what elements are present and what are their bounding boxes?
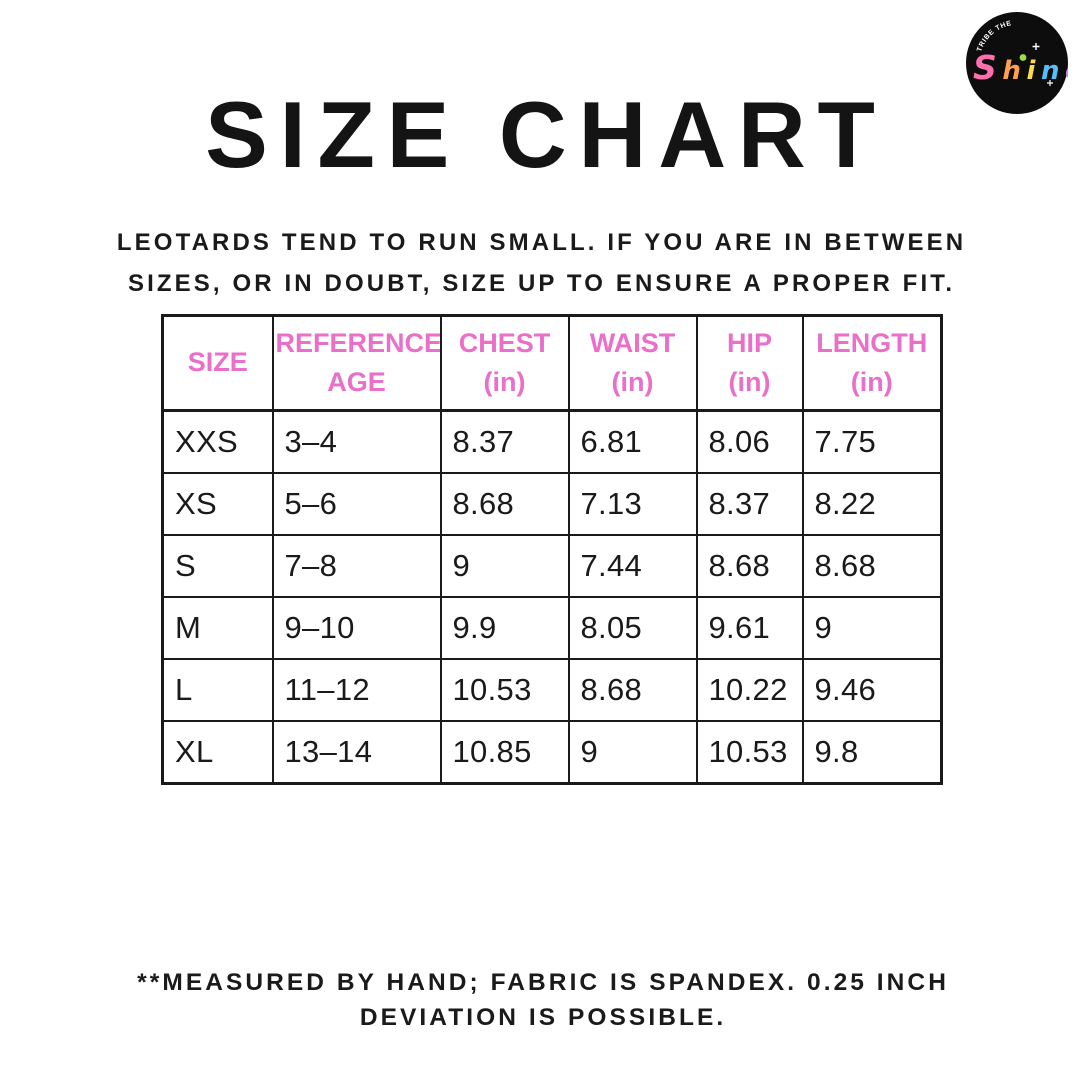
table-row: L 11–12 10.53 8.68 10.22 9.46 <box>161 658 943 722</box>
size-chart-table: SIZE REFERENCE AGE CHEST (in) WAIST (in)… <box>161 314 943 785</box>
page-title: SIZE CHART <box>205 82 887 187</box>
size-chart: SIZE REFERENCE AGE CHEST (in) WAIST (in)… <box>161 314 943 785</box>
header-row: SIZE REFERENCE AGE CHEST (in) WAIST (in)… <box>161 314 943 412</box>
cell-chest: 8.37 <box>439 409 570 474</box>
footnote-line-2: DEVIATION IS POSSIBLE. <box>359 1003 727 1031</box>
subtitle-line-2: SIZES, OR IN DOUBT, SIZE UP TO ENSURE A … <box>127 270 956 298</box>
cell-chest: 8.68 <box>439 472 570 536</box>
cell-waist: 7.44 <box>567 534 698 598</box>
logo-circle <box>966 12 1068 114</box>
cell-size: S <box>161 534 274 598</box>
cell-size: M <box>161 596 274 660</box>
i-dot <box>1019 54 1027 61</box>
cell-hip: 8.37 <box>695 472 804 536</box>
cell-hip: 10.53 <box>695 720 804 785</box>
cell-hip: 9.61 <box>695 596 804 660</box>
cell-hip: 8.06 <box>695 409 804 474</box>
cell-age: 13–14 <box>271 720 442 785</box>
cell-length: 9.8 <box>801 720 943 785</box>
header-length: LENGTH (in) <box>801 314 943 412</box>
cell-size: XL <box>161 720 274 785</box>
cell-age: 3–4 <box>271 409 442 474</box>
subtitle-line-1: LEOTARDS TEND TO RUN SMALL. IF YOU ARE I… <box>116 229 967 256</box>
header-reference-age: REFERENCE AGE <box>271 314 442 412</box>
header-chest: CHEST (in) <box>439 314 570 412</box>
cell-waist: 9 <box>567 720 698 785</box>
cell-chest: 9.9 <box>439 596 570 660</box>
cell-hip: 10.22 <box>695 658 804 722</box>
cell-length: 9.46 <box>801 658 943 722</box>
subtitle: LEOTARDS TEND TO RUN SMALL. IF YOU ARE I… <box>0 222 1080 305</box>
cell-size: L <box>161 658 274 722</box>
cell-hip: 8.68 <box>695 534 804 598</box>
cell-chest: 9 <box>439 534 570 598</box>
cell-age: 7–8 <box>271 534 442 598</box>
cell-chest: 10.85 <box>439 720 570 785</box>
header-waist: WAIST (in) <box>567 314 698 412</box>
cell-length: 9 <box>801 596 943 660</box>
sparkle-icon <box>1047 80 1053 86</box>
sparkle-icon <box>1032 43 1040 50</box>
cell-length: 7.75 <box>801 409 943 474</box>
table-row: XXS 3–4 8.37 6.81 8.06 7.75 <box>161 409 943 474</box>
cell-age: 5–6 <box>271 472 442 536</box>
table-row: XL 13–14 10.85 9 10.53 9.8 <box>161 720 943 785</box>
footnote: **MEASURED BY HAND; FABRIC IS SPANDEX. 0… <box>0 966 1080 1036</box>
cell-size: XXS <box>161 409 274 474</box>
cell-waist: 8.68 <box>567 658 698 722</box>
cell-length: 8.22 <box>801 472 943 536</box>
table-row: S 7–8 9 7.44 8.68 8.68 <box>161 534 943 598</box>
header-hip: HIP (in) <box>695 314 804 412</box>
table-row: XS 5–6 8.68 7.13 8.37 8.22 <box>161 472 943 536</box>
cell-size: XS <box>161 472 274 536</box>
cell-waist: 6.81 <box>567 409 698 474</box>
brand-logo: TRIBE THE S h i n e <box>966 12 1080 114</box>
cell-length: 8.68 <box>801 534 943 598</box>
cell-waist: 8.05 <box>567 596 698 660</box>
cell-waist: 7.13 <box>567 472 698 536</box>
cell-chest: 10.53 <box>439 658 570 722</box>
footnote-line-1: **MEASURED BY HAND; FABRIC IS SPANDEX. 0… <box>137 969 949 996</box>
cell-age: 11–12 <box>271 658 442 722</box>
shine-logo-icon: TRIBE THE S h i n e <box>966 12 1080 114</box>
table-row: M 9–10 9.9 8.05 9.61 9 <box>161 596 943 660</box>
cell-age: 9–10 <box>271 596 442 660</box>
header-size: SIZE <box>161 314 274 412</box>
